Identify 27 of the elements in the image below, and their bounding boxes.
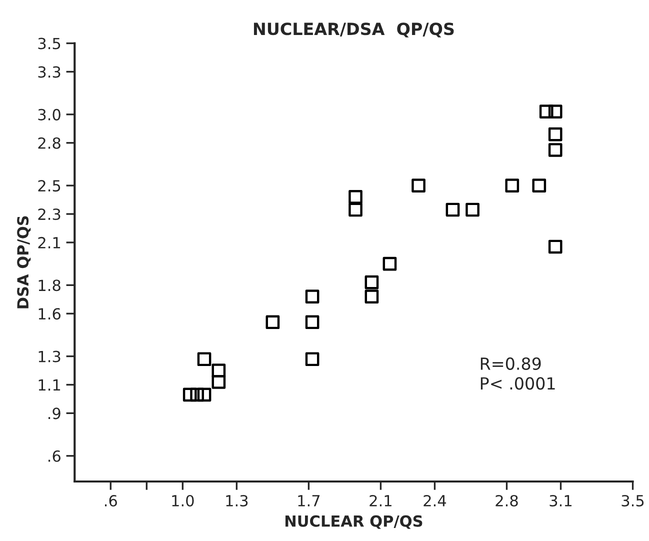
y-tick-label: 3.5	[38, 38, 60, 50]
y-tick-label: 1.8	[38, 280, 60, 292]
x-tick-label: .6	[104, 494, 117, 507]
chart-title: NUCLEAR/DSA QP/QS	[254, 22, 454, 38]
y-tick-label: 2.3	[38, 208, 60, 220]
y-tick-label: .9	[48, 408, 60, 420]
x-tick-label: 2.1	[370, 494, 392, 506]
annotation: P< .0001	[480, 377, 555, 390]
x-tick-label: 3.5	[622, 494, 644, 507]
x-tick-label: 1.3	[226, 494, 248, 507]
x-tick-label: 3.1	[550, 494, 572, 507]
y-tick-label: 2.5	[38, 180, 60, 192]
y-tick-label: 1.3	[38, 350, 60, 362]
y-tick-label: 1.6	[38, 308, 60, 320]
x-tick-label: 2.4	[424, 494, 446, 506]
x-tick-label: 1.0	[172, 494, 194, 507]
y-tick-label: 1.1	[38, 379, 60, 391]
y-tick-label: 2.1	[38, 236, 60, 248]
y-tick-label: .6	[48, 450, 60, 462]
y-axis-title: DSA QP/QS	[17, 216, 31, 308]
y-tick-label: 3.3	[38, 66, 60, 78]
x-tick-label: 1.7	[298, 495, 320, 506]
x-tick-label: 2.8	[496, 494, 518, 507]
y-tick-label: 2.8	[38, 137, 60, 149]
x-axis-title: NUCLEAR QP/QS	[285, 515, 422, 529]
y-tick-label: 3.0	[38, 108, 60, 120]
annotation: R=0.89	[480, 357, 541, 370]
